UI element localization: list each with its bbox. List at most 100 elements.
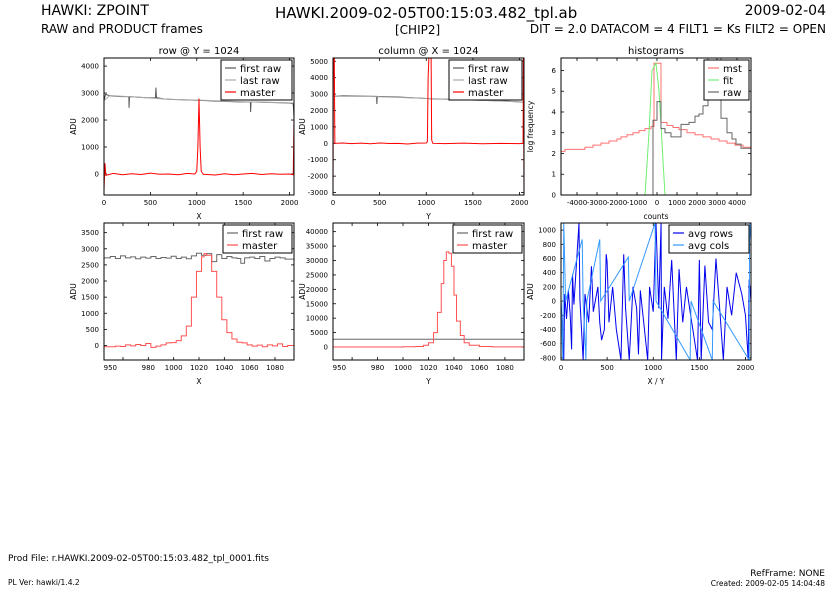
subtitle: RAW and PRODUCT frames [41,22,203,36]
y-axis-label: ADU [298,283,307,299]
y-tick-label: 0 [95,342,99,350]
x-tick-label: 1080 [496,364,514,372]
y-tick-label: 4000 [310,74,328,82]
y-tick-label: 5000 [310,58,328,66]
y-axis-label: log frequency [526,100,535,152]
params-label: DIT = 2.0 DATACOM = 4 FILT1 = Ks FILT2 =… [529,22,826,36]
x-axis-label: counts [643,212,668,221]
date-label: 2009-02-04 [744,3,826,19]
x-tick-label: 1000 [417,199,435,207]
y-tick-label: 4 [552,108,557,116]
chart-title: column @ X = 1024 [378,46,478,57]
legend-label: master [472,241,508,252]
y-tick-label: 500 [86,326,99,334]
legend-label: last raw [468,76,508,87]
x-tick-label: 500 [144,199,157,207]
x-tick-label: 1060 [471,364,489,372]
x-tick-label: -1000 [627,199,647,207]
series-line-master [333,58,524,195]
y-tick-label: 200 [543,283,556,291]
file-title: HAWKI.2009-02-05T00:15:03.482_tpl.ab [275,4,578,22]
x-tick-label: 1500 [464,199,482,207]
x-tick-label: 950 [104,364,117,372]
x-tick-label: 0 [102,199,106,207]
legend-label: first raw [472,229,513,240]
y-tick-label: 2 [552,150,556,158]
y-tick-label: 2000 [81,117,99,125]
y-tick-label: 3 [552,129,556,137]
series-line-raw [652,58,751,195]
y-tick-label: 1000 [538,227,556,235]
y-tick-label: 1000 [81,310,99,318]
chart-3: X ADU 950 980 1000 1020 1040 1060 1080 0 500 1000 15… [69,222,295,386]
x-tick-label: -3000 [587,199,607,207]
y-tick-label: 0 [324,344,328,352]
y-tick-label: -400 [540,326,556,334]
y-tick-label: 20000 [306,286,328,294]
x-tick-label: 1000 [165,364,183,372]
chart-title: row @ Y = 1024 [159,46,240,57]
x-tick-label: -2000 [607,199,627,207]
x-tick-label: 1500 [690,364,708,372]
chip-label: [CHIP2] [395,23,441,37]
y-tick-label: 0 [95,170,99,178]
y-axis-label: ADU [69,118,78,134]
x-tick-label: 2000 [511,199,529,207]
ref-frame: RefFrame: NONE [750,569,825,579]
y-axis-label: ADU [69,283,78,299]
series-line-fit [561,61,751,195]
y-tick-label: -200 [540,312,556,320]
y-tick-label: 2000 [310,107,328,115]
x-tick-label: 1080 [266,364,284,372]
legend-label: fit [723,76,733,87]
y-tick-label: 40000 [306,228,328,236]
x-tick-label: 980 [371,364,384,372]
chart-0: row @ Y = 1024 X ADU 0 500 1000 1500 2000 0 1000 2… [69,46,298,221]
plot-frame [560,57,752,196]
y-tick-label: 800 [543,241,556,249]
x-tick-label: 1500 [234,199,252,207]
y-tick-label: -2000 [308,173,328,181]
y-tick-label: 2000 [81,278,99,286]
plot-frame [103,222,295,361]
y-tick-label: 10000 [306,315,328,323]
y-tick-label: 3000 [310,91,328,99]
y-tick-label: 15000 [306,300,328,308]
series-line-first-raw [104,252,294,264]
x-tick-label: 1000 [188,199,206,207]
x-axis-label: X / Y [647,377,664,386]
series-line-avg-cols [561,223,751,360]
legend-label: mst [723,64,742,75]
x-tick-label: 950 [333,364,346,372]
legend-label: last raw [240,76,280,87]
x-tick-label: 0 [655,199,659,207]
x-tick-label: 2000 [688,199,706,207]
y-tick-label: 35000 [306,243,328,251]
x-tick-label: 1040 [445,364,463,372]
y-tick-label: 400 [543,269,556,277]
series-line-master [104,253,294,348]
legend-label: master [240,88,276,99]
y-tick-label: 0 [324,140,328,148]
y-tick-label: 30000 [306,257,328,265]
legend-label: master [242,241,278,252]
x-tick-label: 2000 [737,364,755,372]
y-tick-label: 5000 [310,329,328,337]
x-tick-label: 1040 [215,364,233,372]
y-tick-label: 600 [543,255,556,263]
x-tick-label: -4000 [567,199,587,207]
legend-label: first raw [240,64,281,75]
y-tick-label: -600 [540,340,556,348]
series-line-master [104,98,294,191]
plot-frame [103,57,295,196]
plot-frame [332,222,525,361]
x-tick-label: 0 [559,364,563,372]
y-axis-label: ADU [298,118,307,134]
pl-version: PL Ver: hawki/1.4.2 [8,578,80,587]
app-title: HAWKI: ZPOINT [41,3,149,19]
